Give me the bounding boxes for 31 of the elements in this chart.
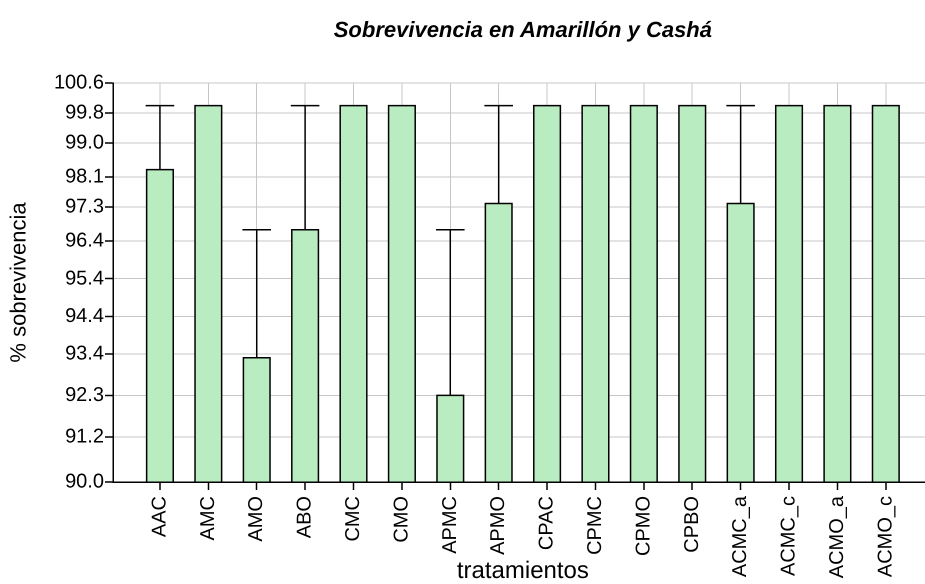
x-tick-label: CMO bbox=[390, 496, 412, 543]
x-tick-label: ACMO_c bbox=[874, 496, 896, 578]
x-tick-label: CPBO bbox=[680, 496, 703, 553]
x-tick-label: AAC bbox=[148, 496, 170, 538]
y-tick-label: 98.1 bbox=[65, 166, 104, 188]
x-tick-label: AMC bbox=[196, 496, 219, 540]
x-tick-label: ACMC_a bbox=[729, 495, 752, 578]
y-tick-label: 94.4 bbox=[65, 304, 104, 327]
y-axis-title: % sobrevivencia bbox=[5, 202, 30, 363]
y-tick-label: 100.6 bbox=[54, 72, 104, 94]
x-tick-label: ABO bbox=[294, 496, 316, 538]
y-tick-label: 96.4 bbox=[65, 230, 104, 252]
x-tick-label: APMC bbox=[438, 496, 461, 554]
y-tick-label: 92.3 bbox=[65, 384, 104, 406]
x-tick-label: ACMC_c bbox=[778, 496, 800, 576]
x-tick-label: CMC bbox=[342, 496, 364, 542]
x-tick-label: CPMC bbox=[584, 496, 606, 555]
y-tick-label: 90.0 bbox=[65, 470, 104, 493]
y-tick-label: 97.3 bbox=[65, 196, 104, 218]
x-tick-label: APMO bbox=[487, 496, 510, 555]
y-tick-label: 91.2 bbox=[65, 425, 104, 448]
x-axis-title: tratamientos bbox=[456, 557, 589, 584]
x-tick-label: AMO bbox=[245, 496, 268, 542]
x-tick-label: CPMO bbox=[632, 496, 654, 556]
y-tick-label: 93.4 bbox=[65, 342, 104, 365]
chart-title: Sobrevivencia en Amarillón y Cashá bbox=[334, 17, 712, 42]
x-tick-label: CPAC bbox=[536, 496, 558, 550]
x-tick-label: ACMO_a bbox=[826, 495, 848, 578]
y-tick-label: 99.0 bbox=[65, 132, 104, 154]
y-tick-label: 95.4 bbox=[65, 267, 104, 290]
y-tick-label: 99.8 bbox=[65, 102, 104, 124]
